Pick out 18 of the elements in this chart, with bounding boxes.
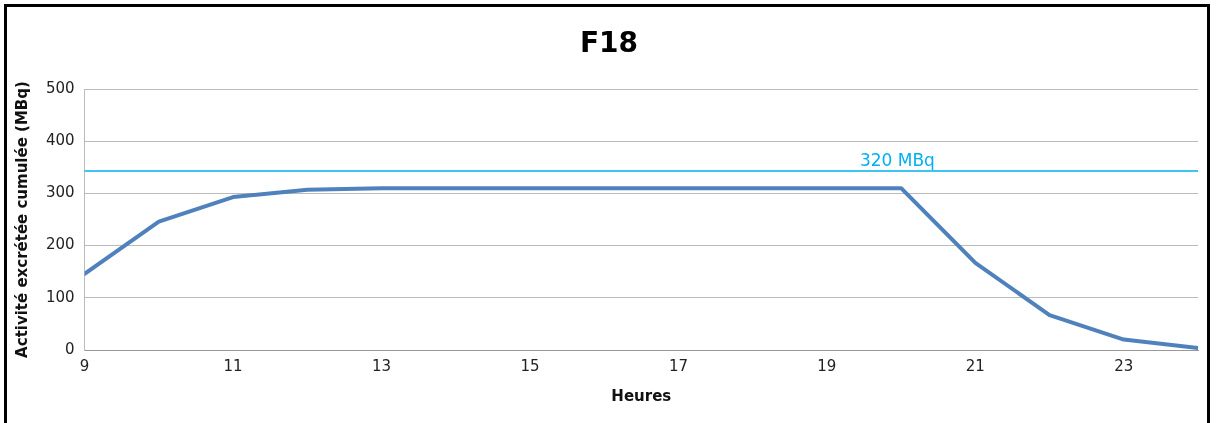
- x-tick-label: 23: [1114, 356, 1134, 375]
- ref-line-label: 320 MBq: [859, 149, 935, 170]
- y-tick-label: 400: [45, 131, 75, 150]
- y-tick-label: 0: [65, 339, 75, 358]
- x-tick-label: 11: [223, 356, 243, 375]
- y-tick-label: 100: [45, 287, 75, 306]
- x-tick-label: 19: [817, 356, 837, 375]
- x-tick-label: 21: [965, 356, 985, 375]
- x-tick-label: 9: [79, 356, 90, 375]
- y-axis-title: Activité excrétée cumulée (MBq): [12, 81, 31, 358]
- x-axis-title: Heures: [611, 386, 672, 405]
- x-tick-label: 13: [371, 356, 392, 375]
- y-tick-label: 300: [45, 183, 75, 202]
- chart-title: F18: [578, 26, 640, 59]
- y-tick-label: 500: [45, 78, 75, 97]
- y-tick-label: 200: [45, 235, 75, 254]
- x-tick-label: 17: [668, 356, 688, 375]
- x-tick-label: 15: [520, 356, 540, 375]
